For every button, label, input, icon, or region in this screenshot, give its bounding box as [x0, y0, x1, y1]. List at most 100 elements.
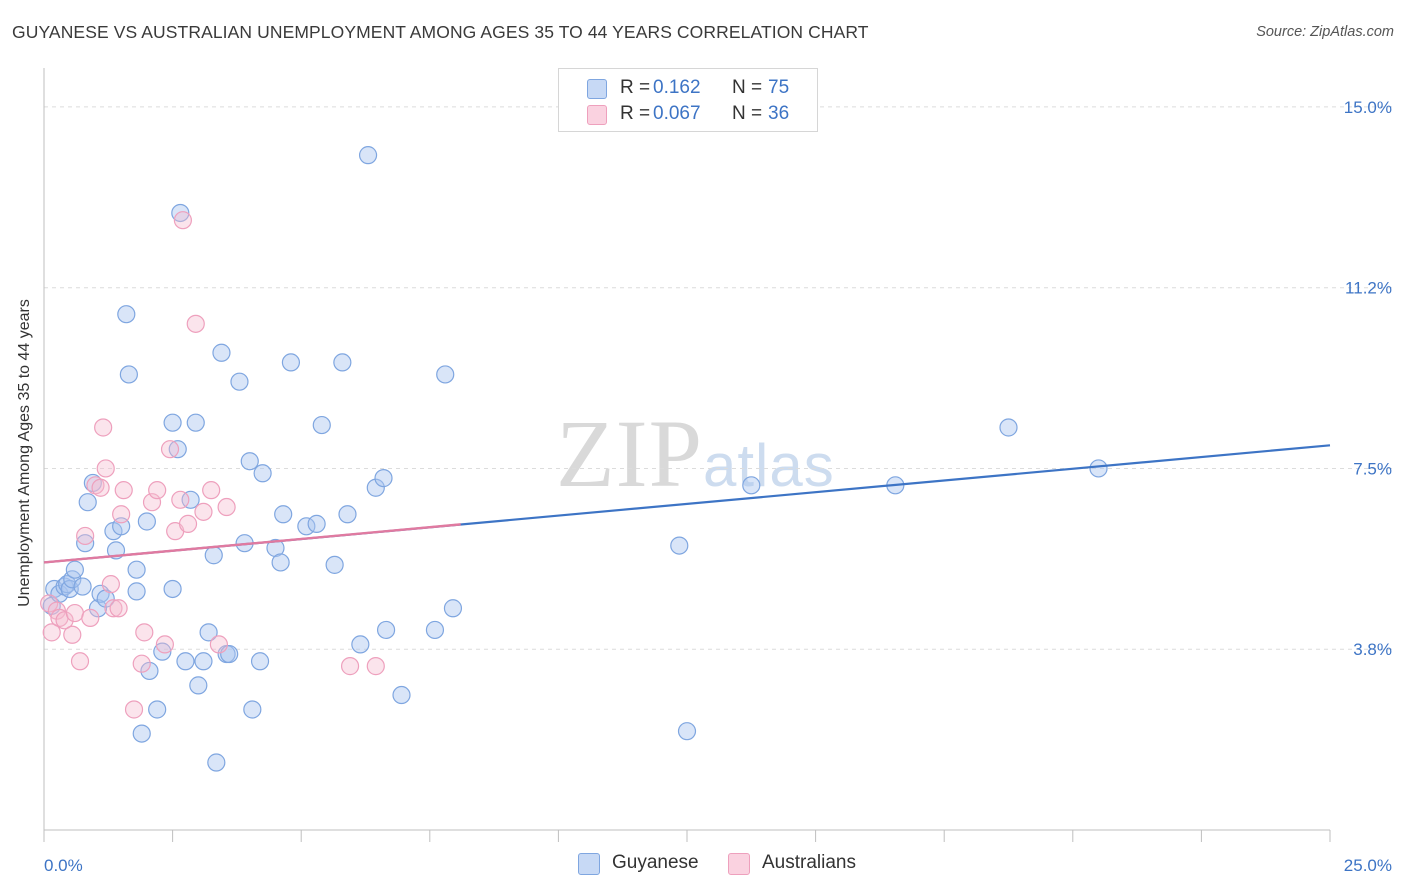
data-point-guyanese: [78, 493, 97, 512]
data-point-guyanese: [207, 753, 226, 772]
legend-r-label: R =: [620, 103, 651, 124]
data-point-australians: [40, 594, 59, 613]
data-point-australians: [65, 603, 84, 623]
data-point-australians: [63, 625, 82, 644]
data-point-guyanese: [88, 599, 108, 618]
data-point-australians: [171, 490, 190, 509]
data-point-guyanese: [96, 589, 115, 608]
legend-r-value: 0.067: [653, 103, 701, 124]
data-point-australians: [42, 623, 61, 642]
data-point-australians: [76, 526, 95, 546]
legend-r-label: R =: [620, 77, 651, 98]
data-point-guyanese: [271, 553, 290, 572]
data-point-australians: [209, 635, 228, 654]
legend-r-value: 0.162: [653, 77, 701, 98]
data-point-guyanese: [312, 415, 331, 435]
data-point-guyanese: [76, 534, 95, 553]
data-point-australians: [47, 601, 66, 620]
data-point-guyanese: [153, 642, 172, 661]
data-point-guyanese: [176, 652, 195, 671]
data-point-guyanese: [230, 372, 249, 391]
data-point-guyanese: [351, 635, 370, 654]
data-point-guyanese: [194, 652, 213, 671]
data-point-guyanese: [140, 661, 159, 681]
data-point-guyanese: [443, 599, 463, 618]
data-point-guyanese: [274, 505, 293, 524]
watermark: ZIPatlas: [556, 398, 835, 509]
data-point-guyanese: [181, 490, 200, 509]
y-tick-label: 7.5%: [1353, 459, 1392, 478]
legend-n-value: 36: [768, 103, 790, 124]
data-point-guyanese: [999, 418, 1018, 437]
data-point-guyanese: [425, 620, 445, 640]
data-point-australians: [142, 493, 162, 512]
data-point-guyanese: [376, 620, 396, 640]
data-point-guyanese: [366, 478, 385, 497]
data-point-australians: [96, 459, 115, 478]
data-point-guyanese: [117, 305, 136, 324]
legend-n-value: 75: [768, 77, 790, 98]
data-point-australians: [202, 481, 221, 500]
watermark-zip: ZIP: [556, 400, 703, 507]
data-point-australians: [94, 418, 113, 437]
data-point-australians: [101, 575, 120, 594]
data-point-australians: [160, 440, 180, 459]
data-point-guyanese: [333, 353, 352, 372]
data-point-guyanese: [148, 700, 167, 719]
y-tick-label: 15.0%: [1344, 98, 1392, 117]
bottom-legend-swatch-australians: [728, 853, 750, 875]
data-point-guyanese: [189, 676, 208, 695]
data-point-guyanese: [325, 555, 344, 574]
data-point-guyanese: [677, 722, 697, 741]
data-point-australians: [148, 481, 167, 500]
data-point-guyanese: [119, 365, 138, 384]
bottom-legend-swatch-guyanese: [578, 853, 600, 875]
x-tick-label: 0.0%: [44, 856, 83, 875]
data-point-guyanese: [742, 476, 761, 495]
data-point-guyanese: [1089, 459, 1108, 478]
data-point-guyanese: [338, 505, 357, 524]
x-tick-label: 25.0%: [1344, 856, 1392, 875]
data-point-guyanese: [171, 203, 190, 223]
data-point-guyanese: [436, 365, 455, 384]
data-point-australians: [340, 657, 360, 676]
data-point-australians: [186, 314, 205, 333]
data-point-guyanese: [163, 579, 182, 599]
legend-n-label: N =: [732, 77, 763, 98]
data-point-guyanese: [374, 469, 393, 488]
data-point-australians: [135, 623, 154, 642]
data-point-australians: [55, 611, 74, 630]
axes: [43, 68, 1331, 842]
y-axis-label: Unemployment Among Ages 35 to 44 years: [16, 299, 33, 607]
data-point-guyanese: [670, 536, 689, 555]
data-point-guyanese: [250, 652, 270, 671]
data-point-guyanese: [307, 514, 326, 533]
data-point-guyanese: [358, 146, 378, 165]
data-point-guyanese: [65, 560, 84, 579]
data-point-guyanese: [392, 685, 411, 705]
legend-n-label: N =: [732, 103, 763, 124]
data-point-australians: [104, 599, 123, 618]
data-point-australians: [173, 211, 192, 230]
data-point-australians: [124, 700, 144, 719]
y-tick-label: 11.2%: [1345, 279, 1392, 298]
trend-lines: [43, 444, 1331, 564]
data-point-australians: [112, 505, 131, 524]
data-point-guyanese: [58, 575, 77, 594]
tick-labels: 15.0% 11.2% 7.5% 3.8% 0.0% 25.0%: [44, 98, 1392, 875]
data-point-guyanese: [132, 724, 151, 743]
data-points: [40, 146, 1108, 772]
legend-swatch-guyanese: [587, 79, 607, 99]
bottom-legend-label: Guyanese: [612, 852, 699, 873]
data-point-guyanese: [186, 413, 205, 432]
watermark-atlas: atlas: [703, 432, 835, 499]
data-point-guyanese: [127, 582, 146, 601]
data-point-australians: [155, 635, 174, 654]
data-point-guyanese: [127, 560, 146, 579]
data-point-guyanese: [168, 440, 187, 459]
data-point-australians: [132, 654, 151, 673]
data-point-guyanese: [73, 577, 92, 596]
data-point-australians: [366, 657, 385, 676]
data-point-guyanese: [240, 452, 259, 471]
